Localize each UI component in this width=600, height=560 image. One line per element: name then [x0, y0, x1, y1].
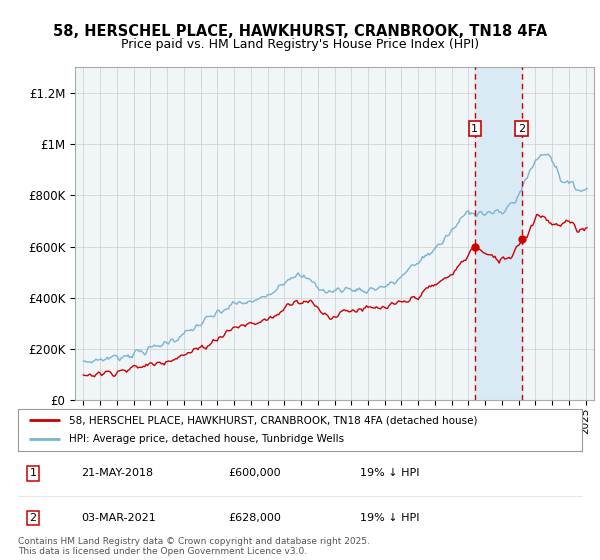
Text: This data is licensed under the Open Government Licence v3.0.: This data is licensed under the Open Gov… — [18, 547, 307, 556]
Text: £628,000: £628,000 — [228, 513, 281, 523]
Text: Price paid vs. HM Land Registry's House Price Index (HPI): Price paid vs. HM Land Registry's House … — [121, 38, 479, 52]
Text: 58, HERSCHEL PLACE, HAWKHURST, CRANBROOK, TN18 4FA: 58, HERSCHEL PLACE, HAWKHURST, CRANBROOK… — [53, 24, 547, 39]
Text: 03-MAR-2021: 03-MAR-2021 — [81, 513, 156, 523]
Text: 58, HERSCHEL PLACE, HAWKHURST, CRANBROOK, TN18 4FA (detached house): 58, HERSCHEL PLACE, HAWKHURST, CRANBROOK… — [69, 415, 477, 425]
Text: £600,000: £600,000 — [228, 468, 281, 478]
Text: 1: 1 — [471, 124, 478, 134]
Text: 19% ↓ HPI: 19% ↓ HPI — [360, 468, 419, 478]
Text: HPI: Average price, detached house, Tunbridge Wells: HPI: Average price, detached house, Tunb… — [69, 435, 344, 445]
Text: 19% ↓ HPI: 19% ↓ HPI — [360, 513, 419, 523]
Bar — [475, 67, 521, 400]
Text: 2: 2 — [29, 513, 37, 523]
Text: Contains HM Land Registry data © Crown copyright and database right 2025.: Contains HM Land Registry data © Crown c… — [18, 537, 370, 546]
Text: 2: 2 — [518, 124, 525, 134]
Text: 1: 1 — [29, 468, 37, 478]
Text: 21-MAY-2018: 21-MAY-2018 — [81, 468, 153, 478]
